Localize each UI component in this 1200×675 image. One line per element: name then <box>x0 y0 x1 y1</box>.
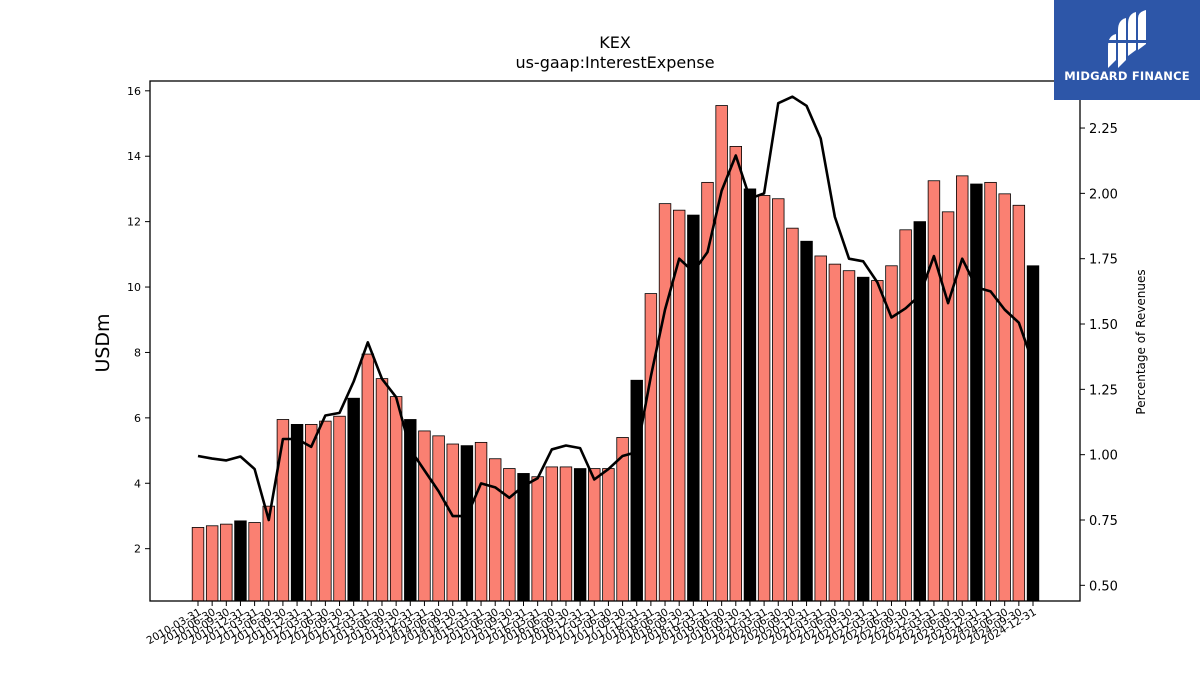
bar <box>432 435 445 602</box>
bar <box>913 221 926 602</box>
bar <box>772 198 785 602</box>
bar <box>644 293 658 602</box>
bar <box>814 255 827 602</box>
bar <box>517 473 530 602</box>
bar <box>871 280 884 602</box>
y-tick-label: 12 <box>127 216 141 229</box>
logo-text: MIDGARD FINANCE <box>1064 69 1190 83</box>
bar <box>305 423 318 602</box>
bar <box>757 195 771 602</box>
line-layer <box>197 95 1035 522</box>
bar <box>800 240 813 602</box>
y-tick-label: 4 <box>134 477 141 490</box>
bar <box>786 227 799 602</box>
bar <box>474 441 488 602</box>
bar <box>234 520 247 602</box>
bar <box>856 276 870 602</box>
bar <box>842 270 856 602</box>
bar <box>1026 265 1040 602</box>
bar <box>276 419 290 602</box>
bar <box>545 466 559 602</box>
y2-tick-label: 1.75 <box>1089 253 1118 268</box>
y-axis-label: USDm <box>92 313 114 372</box>
bar <box>361 353 375 602</box>
bar <box>970 183 983 602</box>
bar <box>630 379 643 602</box>
bar <box>220 523 233 602</box>
bar <box>418 430 431 602</box>
bar <box>333 415 346 602</box>
bar <box>531 476 544 602</box>
y-tick-label: 2 <box>134 543 141 556</box>
bar <box>941 211 955 602</box>
bar <box>616 437 629 602</box>
bar <box>347 397 360 602</box>
bar <box>984 181 997 602</box>
chart-title: KEX <box>599 33 631 52</box>
bar <box>743 188 757 602</box>
y2-tick-label: 0.75 <box>1089 514 1118 529</box>
chart-subtitle: us-gaap:InterestExpense <box>515 53 714 72</box>
plot-frame <box>149 80 1081 602</box>
bar <box>927 180 941 602</box>
bar <box>446 443 459 602</box>
axes-layer: 2 4 6 8 10 12 14 16 0.50 0.75 1.00 1.25 1.50 1.75 2.00… <box>127 80 1118 647</box>
bar <box>248 522 261 602</box>
bar <box>602 468 615 602</box>
y2-tick-label: 2.00 <box>1089 187 1118 202</box>
y2-axis-label: Percentage of Revenues <box>1134 269 1148 414</box>
revenue-percentage-line <box>197 95 1035 522</box>
bar <box>488 458 502 602</box>
bar <box>503 468 516 602</box>
bar <box>701 181 714 602</box>
bar <box>573 468 587 602</box>
bar <box>956 175 969 602</box>
brand-logo: MIDGARD FINANCE <box>1054 0 1200 100</box>
bar <box>191 527 205 602</box>
bar <box>375 378 389 602</box>
bar <box>389 396 403 602</box>
y2-tick-label: 2.25 <box>1089 122 1118 137</box>
bar <box>1012 204 1026 602</box>
y-tick-label: 14 <box>127 150 141 163</box>
bar <box>828 263 842 602</box>
bars-layer <box>191 105 1040 602</box>
bar <box>319 420 332 602</box>
bar <box>588 468 601 602</box>
y-tick-label: 8 <box>134 346 141 359</box>
y-tick-label: 10 <box>127 281 141 294</box>
y2-tick-label: 0.50 <box>1089 579 1118 594</box>
y-tick-label: 16 <box>127 85 141 98</box>
y2-tick-label: 1.25 <box>1089 383 1118 398</box>
bar <box>899 229 912 602</box>
bar <box>998 193 1011 602</box>
y2-tick-label: 1.00 <box>1089 449 1118 464</box>
bar <box>658 203 672 602</box>
bar <box>460 445 474 602</box>
bar <box>559 466 573 602</box>
midgard-logo-icon <box>1106 10 1148 68</box>
y2-tick-label: 1.50 <box>1089 318 1118 333</box>
bar <box>205 525 219 602</box>
bar <box>290 423 304 602</box>
bar <box>729 146 742 602</box>
y-tick-label: 6 <box>134 412 141 425</box>
